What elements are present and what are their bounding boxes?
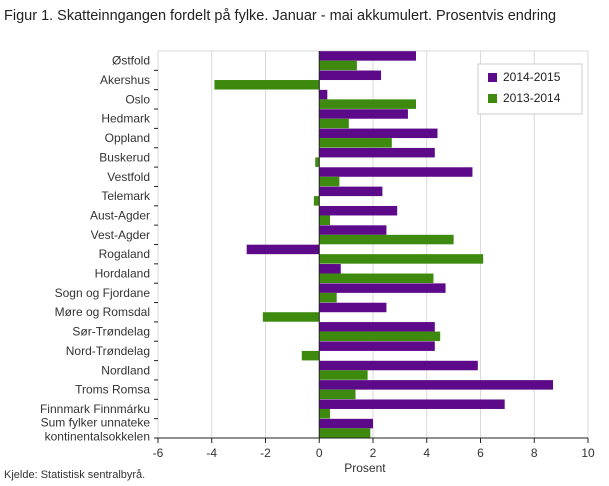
bar-series1-8 (319, 205, 398, 216)
category-label: Oslo (125, 92, 150, 106)
bar-series2-6 (319, 176, 340, 187)
legend-box (477, 63, 583, 115)
x-tick-label: 10 (581, 446, 595, 460)
category-label: Vestfold (107, 170, 150, 184)
category-label: Hedmark (101, 112, 151, 126)
x-tick-label: 6 (477, 446, 484, 460)
bar-series2-7 (313, 196, 320, 206)
category-label: Troms Romsa (75, 383, 150, 397)
bar-series1-1 (319, 70, 382, 81)
x-tick-label: -2 (260, 446, 271, 460)
category-label: Oppland (105, 131, 150, 145)
bar-series2-10 (319, 254, 484, 264)
legend-label: 2014-2015 (503, 70, 561, 84)
bar-series1-11 (319, 264, 341, 274)
category-label: Sum fylker unnateke (41, 415, 151, 429)
bar-series2-0 (319, 60, 357, 71)
bar-series1-7 (319, 186, 383, 197)
bar-series2-3 (319, 118, 349, 129)
chart-title: Figur 1. Skatteinngangen fordelt på fylk… (4, 8, 557, 24)
bar-series2-19 (319, 428, 371, 438)
bar-series1-10 (246, 244, 320, 255)
x-tick-label: 4 (423, 446, 430, 460)
x-tick-label: 8 (531, 446, 538, 460)
bar-series1-17 (319, 380, 554, 390)
x-tick-label: 2 (370, 446, 377, 460)
bar-series2-14 (319, 331, 441, 342)
bar-series1-9 (319, 225, 387, 235)
x-tick-label: -4 (206, 446, 217, 460)
bar-series2-4 (319, 138, 392, 148)
category-label: Rogaland (99, 247, 150, 261)
bar-series2-5 (315, 157, 320, 167)
category-label: Sogn og Fjordane (55, 286, 151, 300)
bar-series2-9 (319, 234, 454, 245)
legend-swatch (488, 94, 497, 103)
category-label: kontinentalsokkelen (45, 429, 150, 443)
bar-series1-4 (319, 128, 438, 139)
category-label: Aust-Agder (90, 208, 150, 222)
bar-series1-18 (319, 399, 505, 409)
bar-series2-11 (319, 273, 434, 284)
bar-series2-13 (262, 312, 320, 322)
bar-series2-18 (319, 408, 330, 419)
bar-series1-0 (319, 51, 416, 61)
bar-series1-13 (319, 302, 387, 313)
bar-series2-8 (319, 215, 330, 225)
x-tick-label: -6 (153, 446, 164, 460)
bar-series1-12 (319, 283, 446, 293)
legend-label: 2013-2014 (503, 91, 561, 105)
bar-series2-16 (319, 370, 368, 380)
category-label: Vest-Agder (91, 228, 150, 242)
category-label: Hordaland (95, 267, 150, 281)
bar-series1-6 (319, 167, 473, 177)
category-label: Finnmark Finnmárku (40, 402, 150, 416)
category-label: Telemark (101, 189, 151, 203)
bar-series1-2 (319, 89, 328, 100)
legend: 2014-2015 2013-2014 (477, 63, 583, 115)
bar-series1-3 (319, 109, 408, 119)
category-label: Buskerud (99, 150, 150, 164)
category-label: Akershus (100, 73, 150, 87)
x-tick-label: 0 (316, 446, 323, 460)
legend-swatch (488, 73, 497, 82)
bar-series2-15 (301, 350, 320, 361)
bar-series1-19 (319, 418, 373, 429)
bar-series1-5 (319, 147, 435, 158)
category-label: Nord-Trøndelag (66, 344, 150, 358)
category-label: Østfold (112, 54, 150, 68)
x-axis-title: Prosent (344, 461, 386, 475)
bar-series1-14 (319, 322, 435, 332)
bar-series2-1 (214, 80, 320, 90)
category-label: Sør-Trøndelag (72, 325, 150, 339)
source-note: Kjelde: Statistisk sentralbyrå. (4, 469, 146, 481)
bar-series1-15 (319, 341, 435, 351)
bar-series2-2 (319, 99, 416, 109)
bar-series2-17 (319, 389, 356, 400)
bar-series1-16 (319, 360, 478, 371)
category-label: Møre og Romsdal (55, 305, 150, 319)
bar-series2-12 (319, 292, 337, 303)
category-label: Nordland (101, 363, 150, 377)
